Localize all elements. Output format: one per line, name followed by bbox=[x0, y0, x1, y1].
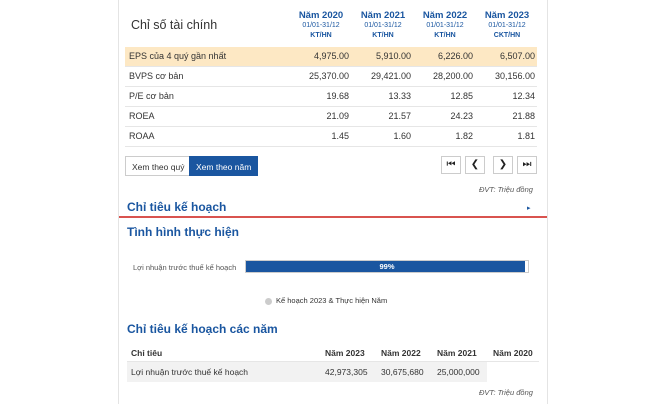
cell-value: 1.60 bbox=[393, 131, 411, 141]
next-page-icon[interactable]: ❯ bbox=[493, 156, 513, 174]
prev-page-icon[interactable]: ❮ bbox=[465, 156, 485, 174]
col-header: Năm 2021 bbox=[437, 348, 477, 358]
financial-ratios-title: Chỉ số tài chính bbox=[131, 18, 218, 32]
cell-value: 5,910.00 bbox=[375, 51, 411, 61]
cell-value: 25,370.00 bbox=[308, 71, 349, 81]
progress-bar: 99% bbox=[245, 260, 529, 273]
cell-value: 6,226.00 bbox=[437, 51, 473, 61]
cell-value: 21.88 bbox=[512, 111, 535, 121]
company-panel: Chỉ số tài chính Năm 2020 01/01-31/12 KT… bbox=[118, 0, 548, 404]
view-by-year-button[interactable]: Xem theo năm bbox=[189, 156, 259, 176]
row-label: ROEA bbox=[129, 111, 155, 121]
table-row-pe: P/E cơ bản 19.68 13.33 12.85 12.34 bbox=[125, 87, 537, 107]
cell-value: 1.81 bbox=[517, 131, 535, 141]
cell-value: 19.68 bbox=[326, 91, 349, 101]
row-label: ROAA bbox=[129, 131, 155, 141]
cell-value: 28,200.00 bbox=[432, 71, 473, 81]
cell-value: 13.33 bbox=[388, 91, 411, 101]
cell-value: 25,000,000 bbox=[437, 367, 480, 377]
row-label: BVPS cơ bản bbox=[129, 71, 184, 81]
cell-value: 21.09 bbox=[326, 111, 349, 121]
legend-dot-icon bbox=[265, 297, 272, 305]
table-row-bvps: BVPS cơ bản 25,370.00 29,421.00 28,200.0… bbox=[125, 67, 537, 87]
first-page-icon[interactable]: ⏮ bbox=[441, 156, 461, 174]
cell-value: 4,975.00 bbox=[313, 51, 349, 61]
progress-title: Tình hình thực hiện bbox=[127, 225, 240, 239]
row-label: EPS của 4 quý gần nhất bbox=[129, 51, 227, 61]
cell-value: 24.23 bbox=[450, 111, 473, 121]
progress-percent: 99% bbox=[379, 262, 395, 271]
row-label: Lợi nhuận trước thuế kế hoạch bbox=[131, 367, 249, 377]
cell-value: 42,973,305 bbox=[325, 367, 368, 377]
cell-value: 29,421.00 bbox=[370, 71, 411, 81]
col-header: Năm 2020 bbox=[493, 348, 533, 358]
year-header-2023: Năm 2023 01/01-31/12 CKT/HN bbox=[484, 10, 530, 40]
table-row bbox=[127, 362, 487, 382]
unit-note: ĐVT: Triệu đồng bbox=[479, 185, 533, 194]
section-divider bbox=[119, 216, 547, 218]
table-divider bbox=[127, 361, 539, 362]
table-row-roea: ROEA 21.09 21.57 24.23 21.88 bbox=[125, 107, 537, 127]
col-header: Năm 2022 bbox=[381, 348, 421, 358]
plan-title[interactable]: Chỉ tiêu kế hoạch bbox=[127, 200, 227, 214]
legend-label: Kế hoạch 2023 & Thực hiện Năm bbox=[276, 296, 388, 305]
table-row-roaa: ROAA 1.45 1.60 1.82 1.81 bbox=[125, 127, 537, 147]
year-header-2022: Năm 2022 01/01-31/12 KT/HN bbox=[422, 10, 468, 40]
view-by-quarter-button[interactable]: Xem theo quý bbox=[125, 156, 192, 176]
year-header-2020: Năm 2020 01/01-31/12 KT/HN bbox=[298, 10, 344, 40]
year-header-2021: Năm 2021 01/01-31/12 KT/HN bbox=[360, 10, 406, 40]
cell-value: 12.34 bbox=[512, 91, 535, 101]
cell-value: 1.82 bbox=[455, 131, 473, 141]
cell-value: 30,675,680 bbox=[381, 367, 424, 377]
cell-value: 12.85 bbox=[450, 91, 473, 101]
progress-label: Lợi nhuận trước thuế kế hoạch bbox=[133, 263, 237, 272]
cell-value: 30,156.00 bbox=[494, 71, 535, 81]
row-label: P/E cơ bản bbox=[129, 91, 174, 101]
plan-years-title: Chỉ tiêu kế hoạch các năm bbox=[127, 322, 278, 336]
col-header: Năm 2023 bbox=[325, 348, 365, 358]
cell-value: 21.57 bbox=[388, 111, 411, 121]
expand-arrow-icon[interactable]: ▸ bbox=[527, 205, 531, 212]
progress-bar-fill bbox=[246, 261, 525, 272]
cell-value: 1.45 bbox=[331, 131, 349, 141]
chart-legend[interactable]: Kế hoạch 2023 & Thực hiện Năm bbox=[265, 296, 387, 305]
table-row-eps: EPS của 4 quý gần nhất 4,975.00 5,910.00… bbox=[125, 47, 537, 67]
last-page-icon[interactable]: ⏭ bbox=[517, 156, 537, 174]
col-header: Chỉ tiêu bbox=[131, 348, 163, 358]
unit-note-bottom: ĐVT: Triệu đồng bbox=[479, 388, 533, 397]
cell-value: 6,507.00 bbox=[499, 51, 535, 61]
